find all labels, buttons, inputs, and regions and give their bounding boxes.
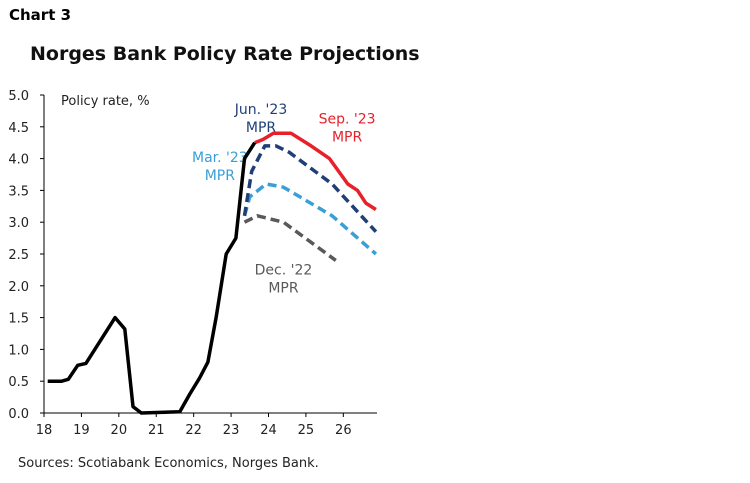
series-label: Dec. '22 bbox=[255, 262, 313, 278]
series-label: Sep. '23 bbox=[319, 112, 376, 128]
y-tick-label: 4.0 bbox=[8, 153, 29, 168]
series-line bbox=[242, 182, 378, 256]
y-tick-label: 3.0 bbox=[8, 216, 29, 231]
x-tick-label: 22 bbox=[185, 423, 202, 438]
x-tick-label: 24 bbox=[260, 423, 277, 438]
series-label: MPR bbox=[246, 120, 277, 136]
series-label: MPR bbox=[205, 168, 236, 184]
y-axis-label: Policy rate, % bbox=[61, 94, 150, 109]
y-tick-label: 2.0 bbox=[8, 280, 29, 295]
x-tick-label: 26 bbox=[335, 423, 352, 438]
x-tick-label: 23 bbox=[223, 423, 240, 438]
y-tick-label: 0.0 bbox=[8, 407, 29, 422]
y-tick-label: 5.0 bbox=[8, 89, 29, 104]
x-tick-label: 25 bbox=[298, 423, 315, 438]
series-line bbox=[243, 214, 337, 262]
x-tick-label: 19 bbox=[73, 423, 90, 438]
series-line bbox=[47, 141, 257, 415]
source-note: Sources: Scotiabank Economics, Norges Ba… bbox=[18, 456, 319, 471]
series-label: MPR bbox=[332, 130, 363, 146]
x-tick-label: 20 bbox=[111, 423, 128, 438]
chart-number: Chart 3 bbox=[9, 6, 72, 24]
series-label: Jun. '23 bbox=[234, 102, 287, 118]
y-tick-label: 1.0 bbox=[8, 343, 29, 358]
series-line bbox=[242, 144, 378, 233]
y-tick-label: 4.5 bbox=[8, 121, 29, 136]
y-tick-label: 0.5 bbox=[8, 375, 29, 390]
series-label: Mar. '23 bbox=[192, 150, 248, 166]
chart-title: Norges Bank Policy Rate Projections bbox=[30, 43, 420, 65]
x-tick-label: 21 bbox=[148, 423, 165, 438]
series-line bbox=[254, 131, 377, 211]
x-tick-label: 18 bbox=[36, 423, 53, 438]
y-tick-label: 3.5 bbox=[8, 184, 29, 199]
y-tick-label: 2.5 bbox=[8, 248, 29, 263]
series-label: MPR bbox=[268, 280, 299, 296]
y-tick-label: 1.5 bbox=[8, 312, 29, 327]
